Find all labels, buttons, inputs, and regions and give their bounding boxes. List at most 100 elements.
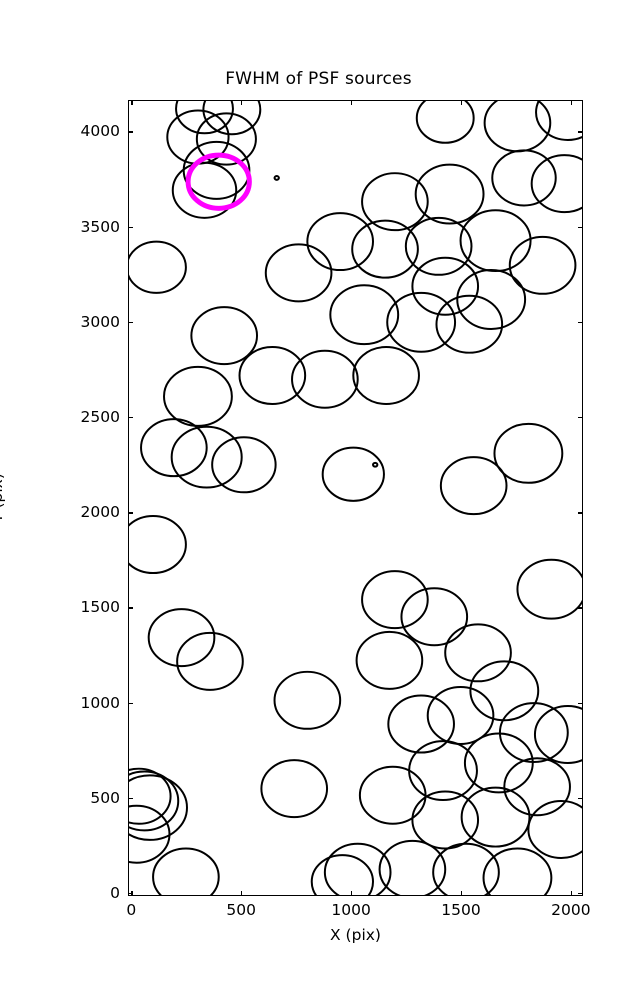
y-tick-right xyxy=(578,417,583,419)
y-tick-label: 2500 xyxy=(80,408,120,427)
psf-source-circle xyxy=(273,670,342,730)
y-tick-label: 3000 xyxy=(80,312,120,331)
psf-source-circle xyxy=(372,461,379,468)
psf-source-circle xyxy=(140,418,208,478)
y-tick xyxy=(128,702,133,704)
psf-source-circle xyxy=(129,767,172,825)
y-tick xyxy=(128,512,133,514)
y-tick-right xyxy=(578,321,583,324)
psf-source-circle xyxy=(414,163,485,225)
y-tick-label: 500 xyxy=(90,788,120,807)
x-tick xyxy=(570,891,573,896)
psf-source-circle xyxy=(482,847,553,895)
psf-source-circle xyxy=(435,294,504,354)
psf-source-circle xyxy=(329,284,400,346)
x-axis-label: X (pix) xyxy=(330,926,381,944)
y-tick-right xyxy=(578,607,583,609)
psf-source-circle xyxy=(460,786,531,848)
x-tick-label: 500 xyxy=(226,901,256,919)
psf-source-circle xyxy=(426,686,495,745)
psf-source-circle xyxy=(202,101,262,136)
psf-source-circle xyxy=(358,765,427,825)
psf-source-circle xyxy=(190,306,259,366)
y-tick xyxy=(128,131,133,133)
page-title: FWHM of PSF sources xyxy=(225,69,412,89)
x-tick-top xyxy=(241,100,243,105)
psf-source-circle xyxy=(463,732,534,794)
psf-source-circle xyxy=(411,256,480,316)
psf-source-circle xyxy=(527,799,582,859)
x-tick-top xyxy=(570,100,573,105)
psf-source-circle xyxy=(508,235,577,295)
psf-source-circle xyxy=(260,759,329,819)
psf-source-circle xyxy=(171,161,238,219)
psf-source-circle xyxy=(273,175,280,181)
y-tick-right xyxy=(578,131,583,133)
psf-source-circle xyxy=(152,847,220,895)
psf-source-circle xyxy=(439,456,508,516)
y-axis-label: Y (pix) xyxy=(0,473,6,523)
psf-source-circle xyxy=(195,112,257,166)
psf-source-circle xyxy=(176,631,244,691)
psf-source-circle xyxy=(352,345,420,405)
psf-source-circle xyxy=(411,790,480,850)
y-tick-label: 0 xyxy=(110,884,120,903)
psf-source-circle xyxy=(386,291,457,353)
plot-area xyxy=(128,100,583,896)
y-tick xyxy=(128,226,133,228)
x-tick xyxy=(351,891,353,896)
y-tick xyxy=(128,417,133,419)
psf-source-circle xyxy=(361,570,429,630)
psf-source-circle xyxy=(211,436,277,494)
psf-source-circle xyxy=(323,842,392,895)
x-tick-label: 1500 xyxy=(441,901,481,919)
psf-source-circle xyxy=(129,240,187,294)
psf-source-circle xyxy=(491,149,557,207)
psf-source-circle xyxy=(129,770,180,832)
y-tick-right xyxy=(578,893,583,895)
psf-source-circle xyxy=(129,774,188,841)
psf-source-circle xyxy=(147,608,216,668)
psf-source-circle xyxy=(170,425,243,489)
psf-source-circle xyxy=(516,558,582,620)
x-tick xyxy=(461,891,463,896)
psf-source-circle xyxy=(129,515,187,575)
psf-source-circle xyxy=(185,152,252,211)
y-tick-right xyxy=(578,702,583,704)
y-tick-label: 3500 xyxy=(80,217,120,236)
y-tick xyxy=(128,607,133,609)
y-tick-label: 1500 xyxy=(80,598,120,617)
y-tick-label: 4000 xyxy=(80,122,120,141)
psf-source-circle xyxy=(530,154,582,214)
x-tick-top xyxy=(351,100,353,105)
psf-source-circle xyxy=(129,804,171,864)
x-tick-label: 2000 xyxy=(551,901,591,919)
y-tick-label: 2000 xyxy=(80,503,120,522)
x-tick xyxy=(241,891,243,896)
psf-source-circle xyxy=(264,243,333,303)
psf-source-circle xyxy=(351,219,419,279)
psf-source-circle xyxy=(238,345,307,405)
x-tick-top xyxy=(131,100,133,105)
psf-source-circle xyxy=(321,446,385,502)
psf-source-circle xyxy=(310,854,374,895)
psf-source-circle xyxy=(404,216,473,276)
psf-source-circle xyxy=(378,839,447,895)
circles-layer xyxy=(129,101,582,895)
y-tick xyxy=(128,321,133,324)
psf-source-circle xyxy=(493,422,564,484)
psf-source-circle xyxy=(355,630,424,690)
y-tick-right xyxy=(578,512,583,514)
psf-source-circle xyxy=(498,702,569,764)
y-tick-right xyxy=(578,226,583,228)
y-tick-right xyxy=(578,797,583,800)
x-tick-label: 0 xyxy=(126,901,137,919)
psf-source-circle xyxy=(291,349,359,409)
y-tick xyxy=(128,893,133,895)
x-tick-label: 1000 xyxy=(331,901,371,919)
psf-source-circle xyxy=(432,842,500,895)
x-tick-top xyxy=(461,100,463,105)
psf-source-circle xyxy=(456,269,527,330)
psf-source-circle xyxy=(535,101,582,141)
